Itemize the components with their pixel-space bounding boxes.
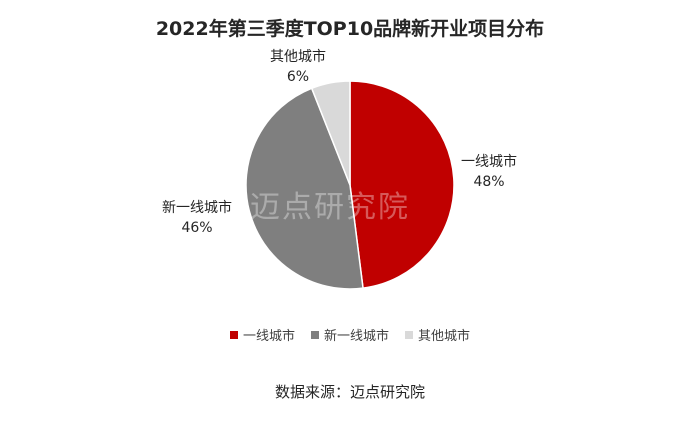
watermark: 迈点研究院 <box>250 190 410 225</box>
legend-swatch-2 <box>405 330 413 339</box>
pie-slice-0 <box>349 80 455 290</box>
slice-value-label-1: 46% <box>181 220 212 236</box>
legend-swatch-1 <box>310 330 319 339</box>
legend-item-2: 其他城市 <box>405 325 470 344</box>
pie-slice-2 <box>310 80 351 186</box>
legend-swatch-0 <box>229 330 238 339</box>
source-note: 数据来源：迈点研究院 <box>274 383 425 401</box>
slice-category-label-0: 一线城市 <box>461 153 517 170</box>
slice-value-label-0: 48% <box>473 174 504 190</box>
legend-item-1: 新一线城市 <box>310 325 389 344</box>
slice-category-label-2: 其他城市 <box>270 48 326 65</box>
legend-label-0: 一线城市 <box>242 329 295 344</box>
slice-value-label-2: 6% <box>287 69 309 85</box>
slice-category-label-1: 新一线城市 <box>162 199 232 216</box>
legend-label-2: 其他城市 <box>418 329 471 344</box>
chart-title: 2022年第三季度TOP10品牌新开业项目分布 <box>155 18 545 40</box>
pie-slice-1 <box>245 87 364 290</box>
legend: 一线城市 新一线城市 其他城市 <box>0 325 700 344</box>
legend-label-1: 新一线城市 <box>323 329 389 344</box>
legend-item-0: 一线城市 <box>229 325 295 344</box>
